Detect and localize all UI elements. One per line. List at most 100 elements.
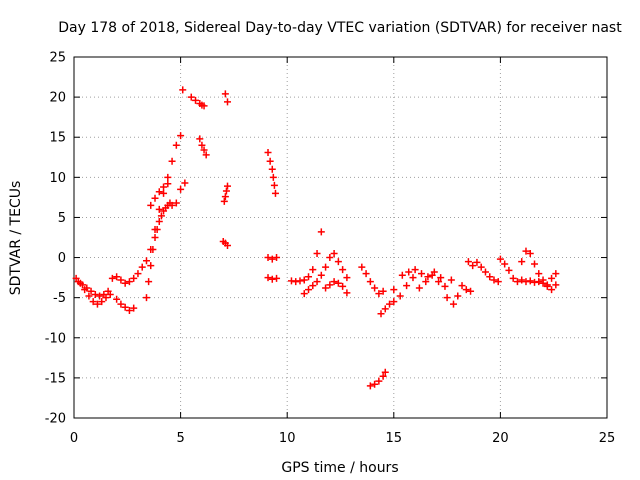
data-point bbox=[138, 263, 146, 271]
data-point bbox=[104, 287, 112, 295]
data-point bbox=[531, 278, 539, 286]
data-point bbox=[151, 234, 159, 241]
data-point bbox=[501, 260, 509, 268]
data-point bbox=[168, 201, 176, 209]
series-trace-m bbox=[264, 148, 279, 197]
data-point bbox=[200, 102, 208, 110]
data-point bbox=[535, 278, 543, 286]
data-point bbox=[181, 179, 189, 187]
data-point bbox=[447, 276, 455, 284]
data-point bbox=[187, 93, 195, 101]
series-trace-j bbox=[221, 90, 232, 106]
data-point bbox=[415, 284, 423, 292]
series-trace-i bbox=[196, 135, 210, 159]
data-point bbox=[377, 310, 385, 318]
data-point bbox=[330, 278, 338, 286]
data-point bbox=[87, 287, 95, 295]
data-point bbox=[411, 266, 419, 274]
data-point bbox=[100, 290, 108, 298]
data-point bbox=[270, 181, 278, 189]
data-point bbox=[435, 278, 443, 286]
data-point bbox=[292, 278, 300, 286]
data-point bbox=[403, 282, 411, 290]
data-point bbox=[379, 372, 387, 380]
data-point bbox=[522, 278, 530, 286]
data-point bbox=[339, 266, 347, 274]
data-point bbox=[142, 294, 150, 302]
data-point bbox=[409, 274, 417, 282]
chart-title: Day 178 of 2018, Sidereal Day-to-day VTE… bbox=[58, 20, 622, 36]
data-point bbox=[334, 279, 342, 287]
data-point bbox=[334, 258, 342, 266]
data-point bbox=[91, 290, 99, 298]
data-point bbox=[358, 263, 366, 271]
data-point bbox=[309, 266, 317, 274]
axis-ticks: 0 5 10 15 20 25 -20 -15 -10 -5 0 5 10 15 20 25 bbox=[45, 51, 616, 447]
data-point bbox=[142, 257, 150, 265]
data-point bbox=[305, 286, 313, 294]
series-trace-r bbox=[322, 278, 351, 297]
series-trace-s bbox=[358, 263, 387, 298]
data-point bbox=[93, 300, 101, 308]
data-point bbox=[160, 189, 168, 197]
x-tick-label: 0 bbox=[70, 431, 78, 446]
data-point bbox=[462, 286, 470, 294]
data-point bbox=[330, 250, 338, 258]
data-point bbox=[443, 294, 451, 302]
data-point bbox=[366, 278, 374, 286]
data-point bbox=[405, 268, 413, 276]
data-point bbox=[309, 282, 317, 290]
data-point bbox=[113, 273, 121, 281]
y-tick-label: 0 bbox=[58, 251, 66, 266]
series-trace-g bbox=[168, 179, 189, 209]
data-point bbox=[552, 270, 560, 278]
data-point bbox=[268, 165, 276, 173]
data-point bbox=[96, 292, 104, 300]
y-tick-label: -20 bbox=[45, 412, 66, 427]
data-point bbox=[74, 278, 82, 286]
data-point bbox=[121, 279, 129, 287]
data-point bbox=[386, 300, 394, 308]
data-point bbox=[458, 282, 466, 290]
series-trace-u bbox=[366, 368, 389, 390]
data-point bbox=[149, 246, 157, 254]
data-point bbox=[381, 305, 389, 313]
x-tick-label: 10 bbox=[279, 431, 296, 446]
series-trace-za bbox=[518, 276, 560, 294]
data-point bbox=[121, 303, 129, 311]
data-point bbox=[543, 282, 551, 290]
data-point bbox=[300, 276, 308, 284]
y-axis-label: SDTVAR / TECUs bbox=[8, 181, 24, 296]
y-tick-label: 25 bbox=[49, 51, 66, 66]
plot-frame bbox=[73, 56, 608, 419]
series-trace-h bbox=[179, 86, 208, 110]
data-point bbox=[172, 141, 180, 149]
data-point bbox=[375, 290, 383, 298]
data-point bbox=[89, 298, 97, 306]
data-point bbox=[300, 290, 308, 298]
data-point bbox=[130, 304, 138, 312]
data-point bbox=[153, 225, 161, 233]
data-point bbox=[157, 212, 165, 220]
y-tick-label: 5 bbox=[58, 211, 66, 226]
data-point bbox=[224, 182, 232, 190]
data-point bbox=[287, 277, 295, 285]
data-point bbox=[151, 194, 159, 202]
data-point bbox=[390, 298, 398, 306]
data-point bbox=[339, 282, 347, 290]
data-point bbox=[196, 135, 204, 143]
data-point bbox=[155, 217, 163, 225]
data-point bbox=[552, 281, 560, 289]
data-point bbox=[326, 254, 334, 262]
data-point bbox=[125, 307, 133, 315]
data-point bbox=[79, 281, 87, 289]
data-point bbox=[513, 278, 521, 286]
data-point bbox=[108, 274, 116, 282]
data-point bbox=[366, 382, 374, 390]
data-point bbox=[313, 250, 321, 258]
data-point bbox=[381, 368, 389, 376]
data-point bbox=[473, 258, 481, 266]
series-trace-f bbox=[147, 180, 172, 209]
data-point bbox=[271, 189, 279, 197]
